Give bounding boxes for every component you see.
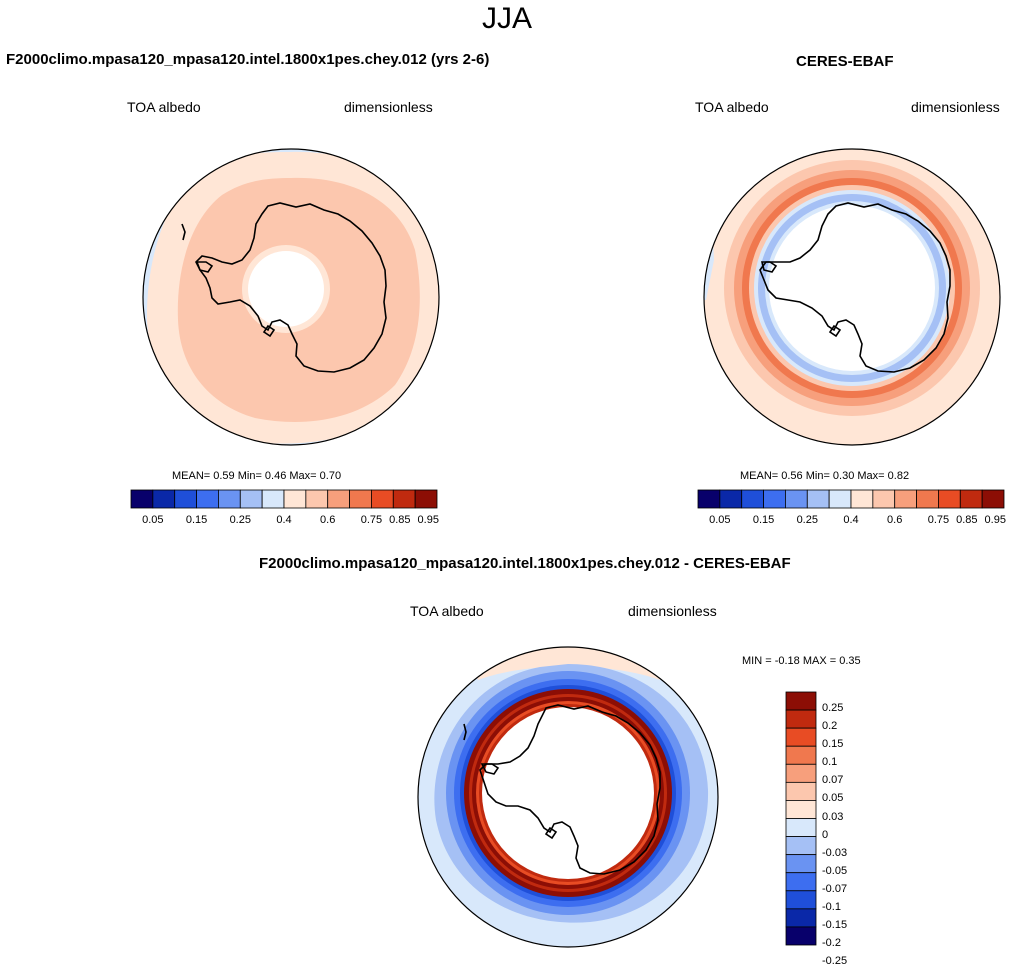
obs-colorbar-box-0 — [697, 489, 721, 509]
obs-colorbar-label-2: 0.25 — [796, 514, 818, 526]
diff-panel-title: F2000climo.mpasa120_mpasa120.intel.1800x… — [259, 555, 791, 572]
obs-colorbar-label-6: 0.85 — [956, 514, 978, 526]
obs-stats: MEAN= 0.56 Min= 0.30 Max= 0.82 — [740, 470, 910, 482]
obs-colorbar-box-7 — [850, 489, 874, 509]
diff-colorbar-box-12 — [785, 908, 817, 928]
obs-colorbar-label-5: 0.75 — [927, 514, 950, 526]
diff-colorbar-box-7 — [785, 818, 817, 837]
diff-colorbar-label-12: -0.15 — [822, 918, 848, 931]
diff-colorbar-label-5: 0.05 — [822, 792, 844, 805]
diff-colorbar-label-14: -0.25 — [822, 955, 848, 967]
diff-colorbar-label-8: -0.03 — [822, 846, 848, 859]
diff-minmax: MIN = -0.18 MAX = 0.35 — [742, 655, 861, 667]
model-colorbar-box-7 — [283, 489, 307, 509]
diff-colorbar-box-13 — [785, 926, 817, 946]
model-colorbar-box-6 — [261, 489, 285, 509]
model-panel-title: F2000climo.mpasa120_mpasa120.intel.1800x… — [6, 51, 490, 68]
diff-colorbar-box-3 — [785, 745, 817, 765]
obs-colorbar-box-8 — [872, 489, 896, 509]
obs-colorbar-box-13 — [981, 489, 1005, 509]
obs-variable-label: TOA albedo — [695, 99, 769, 115]
diff-colorbar-box-2 — [785, 727, 817, 747]
diff-colorbar-box-9 — [785, 854, 817, 874]
model-colorbar — [130, 489, 438, 509]
diff-colorbar-box-10 — [785, 872, 817, 892]
diff-colorbar-label-9: -0.05 — [822, 864, 848, 877]
obs-colorbar-box-11 — [938, 489, 961, 509]
diff-colorbar-box-5 — [785, 781, 817, 801]
model-colorbar-box-12 — [392, 489, 416, 509]
obs-panel-title: CERES-EBAF — [796, 53, 894, 70]
model-colorbar-box-10 — [349, 489, 372, 509]
diff-colorbar-label-7: 0 — [822, 828, 829, 841]
diff-colorbar-label-2: 0.15 — [822, 738, 844, 751]
model-variable-label: TOA albedo — [127, 99, 201, 115]
model-colorbar-label-2: 0.25 — [229, 514, 251, 526]
obs-colorbar-label-7: 0.95 — [984, 514, 1006, 526]
diff-colorbar-label-0: 0.25 — [822, 702, 844, 715]
obs-colorbar-label-0: 0.05 — [709, 514, 731, 526]
diff-colorbar-label-6: 0.03 — [822, 810, 844, 823]
diff-map-fill — [418, 647, 718, 947]
model-colorbar-box-8 — [305, 489, 329, 509]
obs-colorbar-label-1: 0.15 — [752, 514, 775, 526]
obs-colorbar-box-10 — [916, 489, 939, 509]
model-colorbar-label-1: 0.15 — [185, 514, 208, 526]
model-colorbar-box-2 — [174, 489, 197, 509]
model-map-fill — [143, 149, 439, 445]
obs-colorbar-box-3 — [763, 489, 786, 509]
model-colorbar-label-3: 0.4 — [276, 514, 292, 526]
obs-map-fill — [704, 149, 1000, 445]
diff-colorbar-label-10: -0.07 — [822, 882, 848, 895]
model-colorbar-label-4: 0.6 — [320, 514, 336, 526]
obs-coastline — [711, 202, 951, 373]
model-colorbar-box-9 — [327, 489, 350, 509]
obs-units-label: dimensionless — [911, 99, 1000, 115]
obs-colorbar-label-3: 0.4 — [843, 514, 859, 526]
model-colorbar-box-4 — [218, 489, 241, 509]
model-colorbar-box-3 — [196, 489, 219, 509]
model-units-label: dimensionless — [344, 99, 433, 115]
diff-colorbar-label-4: 0.07 — [822, 774, 844, 787]
diff-variable-label: TOA albedo — [410, 603, 484, 619]
diff-colorbar-label-13: -0.2 — [822, 937, 841, 949]
diff-units-label: dimensionless — [628, 603, 717, 619]
obs-colorbar-box-6 — [828, 489, 852, 509]
diff-colorbar-label-1: 0.2 — [822, 720, 838, 733]
diff-colorbar-box-6 — [785, 800, 817, 819]
diff-colorbar-label-11: -0.1 — [822, 900, 841, 913]
diff-colorbar-label-3: 0.1 — [822, 756, 838, 769]
model-colorbar-label-7: 0.95 — [417, 514, 439, 526]
season-title: JJA — [481, 2, 532, 35]
model-coastline — [181, 202, 387, 373]
model-colorbar-label-6: 0.85 — [389, 514, 411, 526]
diff-colorbar — [785, 691, 817, 946]
diff-colorbar-box-1 — [785, 709, 817, 729]
model-stats: MEAN= 0.59 Min= 0.46 Max= 0.70 — [172, 470, 342, 482]
obs-colorbar-box-9 — [894, 489, 917, 509]
model-colorbar-label-0: 0.05 — [142, 514, 164, 526]
obs-colorbar — [697, 489, 1005, 509]
model-colorbar-box-5 — [239, 489, 263, 509]
diff-colorbar-box-11 — [785, 890, 817, 910]
model-colorbar-box-13 — [414, 489, 438, 509]
obs-colorbar-box-5 — [806, 489, 830, 509]
obs-colorbar-box-4 — [785, 489, 808, 509]
model-colorbar-box-0 — [130, 489, 154, 509]
diff-colorbar-box-4 — [785, 763, 817, 783]
diff-coastline — [463, 704, 661, 875]
obs-colorbar-label-4: 0.6 — [887, 514, 903, 526]
model-colorbar-box-1 — [152, 489, 176, 509]
model-colorbar-label-5: 0.75 — [360, 514, 383, 526]
diff-colorbar-box-0 — [785, 691, 817, 711]
obs-colorbar-box-12 — [959, 489, 983, 509]
obs-colorbar-box-1 — [719, 489, 743, 509]
obs-colorbar-box-2 — [741, 489, 764, 509]
model-colorbar-box-11 — [371, 489, 394, 509]
diff-colorbar-box-8 — [785, 836, 817, 856]
